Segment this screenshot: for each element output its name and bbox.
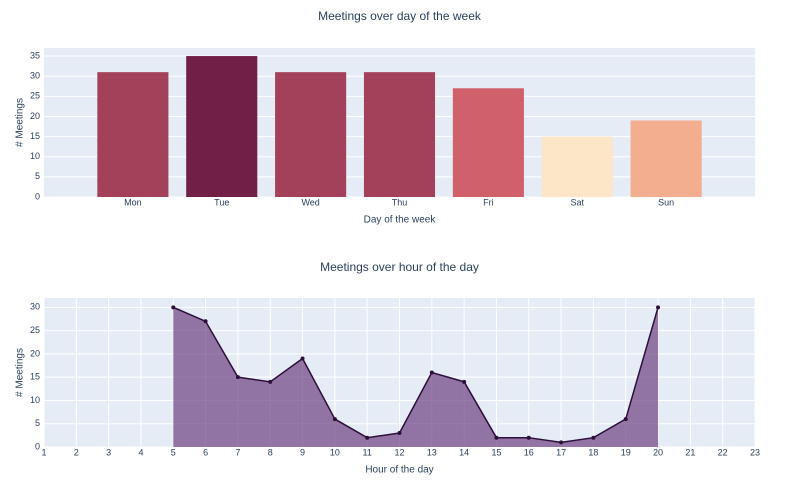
x-tick-label: Sat — [570, 197, 584, 207]
y-tick-label: 10 — [30, 151, 40, 161]
x-tick-label: 7 — [235, 447, 240, 457]
chart-title: Meetings over hour of the day — [320, 260, 479, 274]
point — [300, 356, 305, 361]
point — [462, 379, 467, 384]
x-tick-label: Fri — [483, 197, 494, 207]
x-tick-label: 13 — [427, 447, 437, 457]
y-axis-title: # Meetings — [15, 98, 26, 147]
x-tick-label: 19 — [621, 447, 631, 457]
y-tick-label: 15 — [30, 131, 40, 141]
x-tick-label: Tue — [214, 197, 229, 207]
y-tick-label: 5 — [35, 418, 40, 428]
point — [526, 435, 531, 440]
area-fill — [173, 307, 659, 447]
x-tick-label: 2 — [74, 447, 79, 457]
y-tick-label: 0 — [35, 441, 40, 451]
y-tick-label: 25 — [30, 325, 40, 335]
y-tick-label: 20 — [30, 348, 40, 358]
y-tick-label: 30 — [30, 71, 40, 81]
x-tick-label: 16 — [524, 447, 534, 457]
y-tick-label: 25 — [30, 91, 40, 101]
point — [203, 319, 208, 324]
point — [591, 435, 596, 440]
x-axis-title: Day of the week — [364, 215, 437, 226]
x-tick-label: 14 — [459, 447, 469, 457]
x-tick-label: 18 — [588, 447, 598, 457]
x-tick-label: 8 — [268, 447, 273, 457]
bar — [541, 136, 613, 197]
bar — [630, 120, 702, 197]
point — [235, 375, 240, 380]
y-tick-label: 5 — [35, 171, 40, 181]
line — [172, 306, 659, 444]
x-tick-label: 3 — [106, 447, 111, 457]
x-tick-label: 21 — [685, 447, 695, 457]
x-tick-label: 15 — [491, 447, 501, 457]
point — [559, 440, 564, 445]
x-tick-label: 11 — [363, 447, 372, 457]
point — [494, 435, 499, 440]
x-tick-label: 12 — [394, 447, 404, 457]
y-tick-label: 0 — [35, 191, 40, 201]
bar — [97, 72, 169, 197]
point — [397, 431, 402, 436]
point — [656, 305, 661, 310]
x-tick-label: 1 — [41, 447, 46, 457]
bar — [186, 56, 258, 198]
y-tick-label: 10 — [30, 395, 40, 405]
point — [429, 370, 434, 375]
y-tick-label: 20 — [30, 111, 40, 121]
point — [268, 379, 273, 384]
chart-title: Meetings over day of the week — [318, 9, 482, 23]
point — [332, 417, 337, 422]
bar — [363, 72, 436, 197]
x-tick-label: 22 — [718, 447, 728, 457]
y-tick-label: 35 — [30, 50, 40, 60]
point — [365, 435, 370, 440]
x-tick-label: 17 — [556, 447, 566, 457]
x-tick-label: Wed — [301, 197, 319, 207]
x-tick-label: 9 — [300, 447, 305, 457]
x-tick-label: 20 — [653, 447, 663, 457]
x-tick-label: Sun — [658, 197, 674, 207]
y-tick-label: 15 — [30, 372, 40, 382]
x-tick-label: 23 — [750, 447, 760, 457]
x-tick-label: Thu — [392, 197, 408, 207]
x-tick-label: 10 — [330, 447, 340, 457]
point — [171, 305, 176, 310]
y-tick-label: 30 — [30, 302, 40, 312]
x-axis-title: Hour of the day — [365, 465, 433, 476]
point — [623, 417, 628, 422]
x-tick-label: 5 — [171, 447, 176, 457]
x-tick-label: 4 — [138, 447, 143, 457]
y-axis-title: # Meetings — [15, 348, 26, 397]
x-tick-label: Mon — [124, 197, 142, 207]
bar — [452, 88, 524, 197]
bar — [275, 72, 347, 197]
x-tick-label: 6 — [203, 447, 208, 457]
